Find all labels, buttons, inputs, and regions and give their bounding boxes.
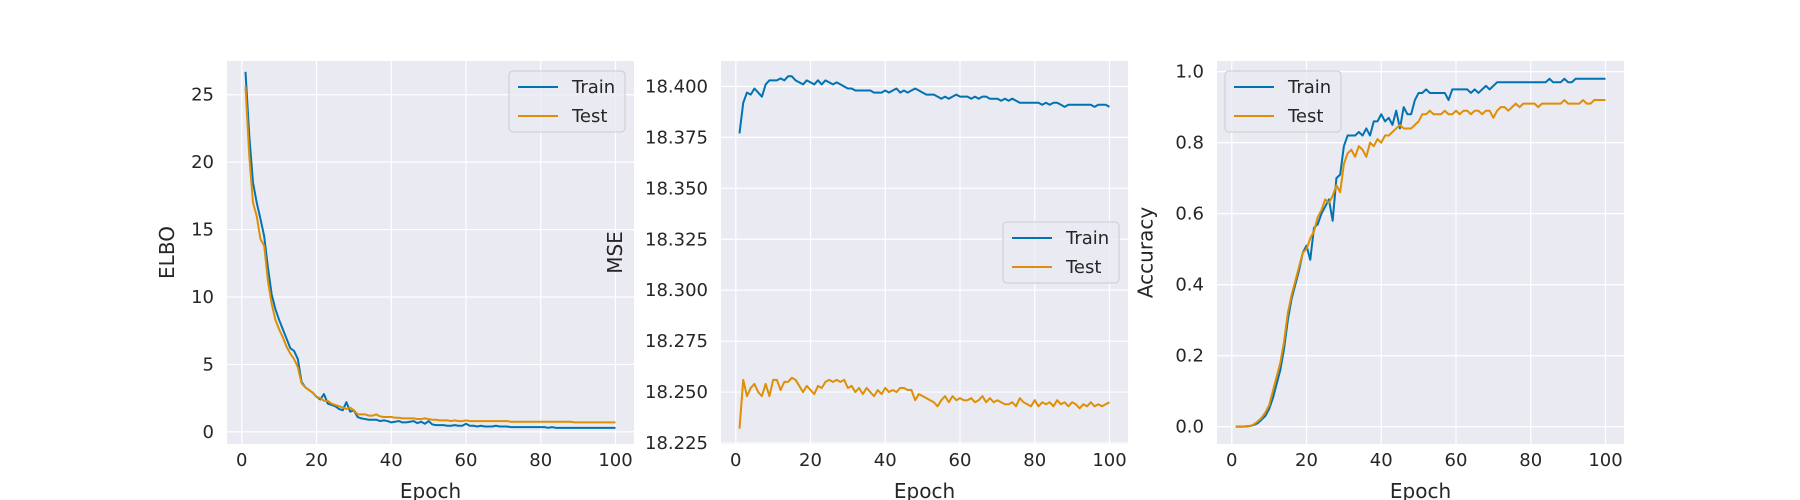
mse-y-tick-label: 18.375: [645, 127, 708, 148]
accuracy-y-tick-labels: 0.0 0.2 0.4 0.6 0.8 1.0: [1175, 62, 1204, 438]
accuracy-legend-test-label: Test: [1287, 106, 1323, 127]
accuracy-y-tick-label: 0.8: [1175, 133, 1204, 154]
mse-grid: [721, 61, 1128, 444]
mse-lines: [738, 75, 1110, 429]
mse-train-series-line: [738, 75, 1110, 134]
accuracy-x-tick-label: 40: [1370, 450, 1393, 471]
mse-test-series-line: [738, 376, 1110, 429]
mse-y-tick-label: 18.225: [645, 433, 708, 454]
mse-y-tick-label: 18.275: [645, 331, 708, 352]
accuracy-y-tick-label: 1.0: [1175, 62, 1204, 83]
elbo-test-series-line: [244, 86, 616, 424]
mse-y-tick-label: 18.300: [645, 280, 708, 301]
elbo-legend: Train Test: [508, 70, 626, 133]
mse-x-tick-labels: 0 20 40 60 80 100: [730, 450, 1127, 471]
elbo-y-tick-label: 15: [191, 220, 214, 241]
mse-y-tick-label: 18.325: [645, 229, 708, 250]
accuracy-x-axis-label: Epoch: [1390, 479, 1451, 500]
mse-y-axis-label: MSE: [603, 231, 627, 274]
accuracy-x-tick-label: 100: [1588, 450, 1622, 471]
elbo-x-tick-label: 100: [598, 450, 632, 471]
mse-y-tick-labels: 18.225 18.250 18.275 18.300 18.325 18.350 18.3…: [645, 76, 708, 454]
accuracy-x-tick-label: 0: [1226, 450, 1237, 471]
accuracy-test-series-line: [1235, 99, 1606, 428]
elbo-lines: [244, 71, 616, 429]
subplot-mse: 0 20 40 60 80 100 18.22518.25018.27518.30018.…: [603, 61, 1128, 500]
mse-x-tick-label: 0: [730, 450, 741, 471]
mse-y-tick-label: 18.350: [645, 178, 708, 199]
elbo-legend-test-label: Test: [571, 106, 607, 127]
accuracy-x-tick-label: 20: [1295, 450, 1318, 471]
mse-y-tick-label: 18.400: [645, 76, 708, 97]
mse-x-tick-label: 40: [874, 450, 897, 471]
accuracy-legend: Train Test: [1224, 70, 1342, 133]
mse-y-tick-label: 18.250: [645, 382, 708, 403]
elbo-x-axis-label: Epoch: [400, 479, 461, 500]
elbo-y-tick-labels: 0 5 10 15 20 25: [191, 85, 214, 443]
accuracy-x-tick-label: 80: [1519, 450, 1542, 471]
elbo-y-axis-label: ELBO: [155, 226, 179, 279]
mse-x-tick-label: 100: [1092, 450, 1126, 471]
elbo-x-tick-label: 80: [529, 450, 552, 471]
accuracy-legend-train-label: Train: [1287, 77, 1331, 98]
accuracy-y-tick-label: 0.0: [1175, 417, 1204, 438]
mse-x-axis-label: Epoch: [894, 479, 955, 500]
mse-legend: Train Test: [1002, 221, 1120, 284]
mse-x-tick-label: 60: [949, 450, 972, 471]
accuracy-lines: [1235, 77, 1606, 428]
elbo-legend-train-label: Train: [571, 77, 615, 98]
mse-legend-train-label: Train: [1065, 228, 1109, 249]
mse-legend-test-label: Test: [1065, 257, 1101, 278]
elbo-x-tick-label: 20: [305, 450, 328, 471]
elbo-y-tick-label: 5: [203, 354, 214, 375]
elbo-y-tick-label: 0: [203, 422, 214, 443]
elbo-x-tick-label: 0: [236, 450, 247, 471]
subplot-accuracy: 0 20 40 60 80 100 0.0 0.2 0.4 0.6 0.8 1.0 Epoch Ac…: [1134, 61, 1624, 500]
elbo-y-tick-label: 25: [191, 85, 214, 106]
accuracy-y-tick-label: 0.2: [1175, 346, 1204, 367]
elbo-x-tick-label: 40: [380, 450, 403, 471]
accuracy-y-tick-label: 0.4: [1175, 275, 1204, 296]
subplot-elbo: 0 20 40 60 80 100 0 5 10 15 20 25 Epoch ELBO Train…: [155, 61, 634, 500]
elbo-x-tick-label: 60: [455, 450, 478, 471]
accuracy-x-tick-label: 60: [1445, 450, 1468, 471]
elbo-y-tick-label: 20: [191, 152, 214, 173]
accuracy-x-tick-labels: 0 20 40 60 80 100: [1226, 450, 1623, 471]
mse-x-tick-label: 20: [799, 450, 822, 471]
mse-x-tick-label: 80: [1023, 450, 1046, 471]
accuracy-y-tick-label: 0.6: [1175, 204, 1204, 225]
elbo-x-tick-labels: 0 20 40 60 80 100: [236, 450, 633, 471]
elbo-y-tick-label: 10: [191, 287, 214, 308]
accuracy-y-axis-label: Accuracy: [1134, 207, 1158, 298]
